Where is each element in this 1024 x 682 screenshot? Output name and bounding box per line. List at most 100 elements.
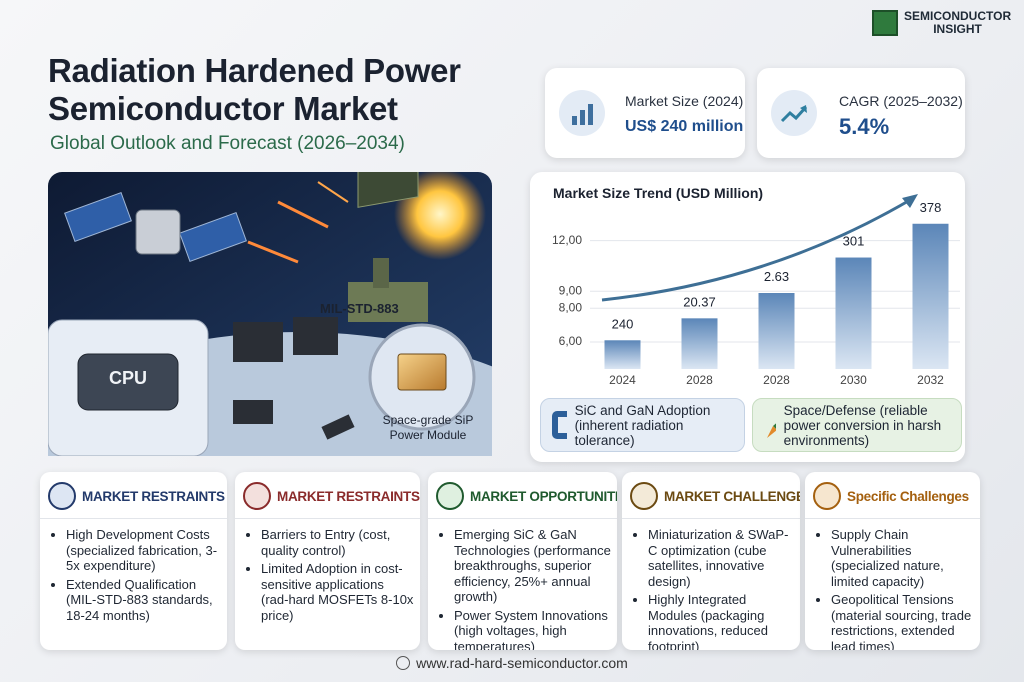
stat-label: Market Size (2024) bbox=[625, 93, 744, 109]
satellite bbox=[64, 192, 247, 262]
title-line: Semiconductor Market bbox=[48, 90, 398, 127]
panel-head: MARKET RESTRAINTS bbox=[40, 472, 227, 519]
stat-card: CAGR (2025–2032) 5.4% bbox=[757, 68, 965, 158]
cpu-chip bbox=[77, 353, 179, 411]
panel-title: MARKET OPPORTUNITIES bbox=[470, 488, 617, 504]
globe-icon bbox=[396, 656, 411, 670]
panel-title: Specific Challenges bbox=[847, 488, 969, 504]
highlight-text: SiC and GaN Adoption (inherent radiation… bbox=[575, 403, 736, 448]
panel-list: Miniaturization & SWaP-C optimization (c… bbox=[622, 527, 800, 650]
panel-icon bbox=[813, 482, 841, 510]
panel-head: MARKET OPPORTUNITIES bbox=[428, 472, 617, 519]
icon-arrow bbox=[800, 105, 807, 113]
value-label: 301 bbox=[843, 234, 865, 249]
stat-icon bbox=[771, 90, 817, 136]
icon-bar bbox=[572, 116, 577, 125]
antenna-station bbox=[348, 172, 428, 322]
mosfet bbox=[293, 317, 338, 355]
highlight-title: Space/Defense bbox=[783, 402, 876, 418]
panel-list: Emerging SiC & GaN Technologies (perform… bbox=[428, 527, 617, 650]
components bbox=[233, 317, 355, 440]
panel-icon bbox=[630, 482, 658, 510]
panel-item: Barriers to Entry (cost, quality control… bbox=[261, 527, 414, 558]
icon-rocket bbox=[773, 423, 776, 429]
panel-head: MARKET RESTRAINTS bbox=[235, 472, 420, 519]
illustration: MIL-STD-883 Space-grade SiP Power Module… bbox=[48, 172, 492, 456]
panel-icon bbox=[48, 482, 76, 510]
panel-item: Extended Qualification (MIL-STD-883 stan… bbox=[66, 577, 221, 624]
panel-title: MARKET CHALLENGES bbox=[664, 488, 800, 504]
panel-item: Supply Chain Vulnerabilities (specialize… bbox=[831, 527, 974, 589]
highlight-title: SiC and GaN Adoption bbox=[574, 402, 711, 418]
x-tick-label: 2030 bbox=[840, 373, 867, 387]
highlight-desc: (reliable power conversion in harsh envi… bbox=[783, 402, 942, 448]
subtitle: Global Outlook and Forecast (2026–2034) bbox=[50, 133, 405, 154]
x-tick-label: 2028 bbox=[763, 373, 790, 387]
panel-item: Limited Adoption in cost-sensitive appli… bbox=[261, 561, 414, 623]
footer: www.rad-hard-semiconductor.com bbox=[0, 655, 1024, 671]
standard-label: MIL-STD-883 bbox=[320, 301, 399, 316]
station-base bbox=[348, 282, 428, 322]
value-label: 240 bbox=[612, 316, 634, 331]
title-line: Radiation Hardened Power bbox=[48, 52, 461, 89]
panel-item: Highly Integrated Modules (packaging inn… bbox=[648, 592, 794, 650]
brand: SEMICONDUCTOR INSIGHT bbox=[872, 10, 1011, 36]
mosfet bbox=[233, 322, 283, 362]
icon-bg bbox=[771, 90, 817, 136]
panel: MARKET CHALLENGES Miniaturization & SWaP-… bbox=[622, 472, 800, 650]
trend-arrow bbox=[601, 198, 911, 302]
stat-label: CAGR (2025–2032) bbox=[839, 93, 963, 109]
icon-flame bbox=[767, 426, 776, 438]
panel: MARKET RESTRAINTS High Development Costs … bbox=[40, 472, 227, 650]
stat-icon bbox=[559, 90, 605, 136]
footer-url: www.rad-hard-semiconductor.com bbox=[416, 655, 628, 671]
cpu-label: CPU bbox=[109, 368, 147, 388]
module-label: Power Module bbox=[390, 428, 467, 442]
panel: MARKET RESTRAINTS Barriers to Entry (cost… bbox=[235, 472, 420, 650]
icon-bar bbox=[588, 104, 593, 125]
meteor bbox=[317, 181, 349, 203]
solar-panel bbox=[179, 212, 247, 262]
panel-item: High Development Costs (specialized fabr… bbox=[66, 527, 221, 574]
panel-list: High Development Costs (specialized fabr… bbox=[40, 527, 227, 623]
x-tick-label: 2024 bbox=[609, 373, 636, 387]
bar bbox=[604, 340, 641, 369]
diode bbox=[321, 414, 355, 440]
y-tick-label: 6,00 bbox=[559, 334, 583, 348]
highlight-icon bbox=[552, 411, 567, 439]
bar bbox=[835, 257, 872, 369]
brand-icon bbox=[872, 10, 898, 36]
highlight: SiC and GaN Adoption (inherent radiation… bbox=[540, 398, 745, 452]
icon-bar bbox=[580, 110, 585, 125]
bar bbox=[912, 223, 949, 369]
panel-item: Power System Innovations (high voltages,… bbox=[454, 608, 611, 651]
panel-icon bbox=[436, 482, 464, 510]
arrow-head bbox=[902, 194, 918, 208]
panel: Specific Challenges Supply Chain Vulnerab… bbox=[805, 472, 980, 650]
highlight-desc: (inherent radiation tolerance) bbox=[574, 417, 684, 448]
title: Radiation Hardened Power Semiconductor M… bbox=[48, 52, 461, 128]
y-tick-label: 12,00 bbox=[552, 233, 582, 247]
diode bbox=[233, 400, 273, 424]
bar bbox=[758, 293, 795, 369]
meteor bbox=[247, 240, 299, 264]
panel-title: MARKET RESTRAINTS bbox=[277, 488, 420, 504]
panel-head: MARKET CHALLENGES bbox=[622, 472, 800, 519]
panel-icon bbox=[243, 482, 271, 510]
highlight-text: Space/Defense (reliable power conversion… bbox=[784, 403, 953, 448]
brand-line: INSIGHT bbox=[933, 22, 982, 36]
sip-module bbox=[397, 353, 447, 391]
highlight-icon bbox=[767, 423, 776, 438]
stat-value: 5.4% bbox=[839, 114, 890, 139]
stat-card: Market Size (2024) US$ 240 million bbox=[545, 68, 745, 158]
y-tick-label: 8,00 bbox=[559, 300, 583, 314]
panel-item: Miniaturization & SWaP-C optimization (c… bbox=[648, 527, 794, 589]
chart: Market Size Trend (USD Million) 6,00 8,00… bbox=[552, 185, 960, 387]
brand-text: SEMICONDUCTOR INSIGHT bbox=[904, 10, 1011, 36]
panel-list: Barriers to Entry (cost, quality control… bbox=[235, 527, 420, 623]
antenna-grid bbox=[357, 172, 419, 208]
value-label: 2.63 bbox=[764, 269, 789, 284]
y-tick-label: 9,00 bbox=[559, 283, 583, 297]
panel-item: Geopolitical Tensions (material sourcing… bbox=[831, 592, 974, 650]
